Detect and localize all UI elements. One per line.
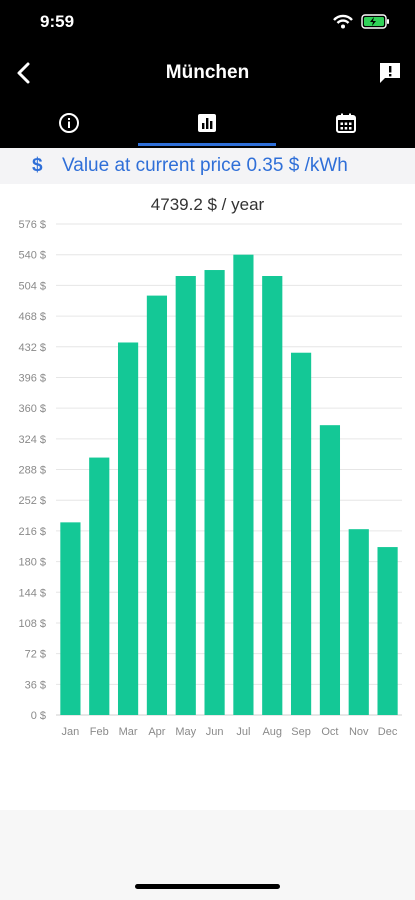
y-tick-label: 576 $ — [18, 219, 46, 231]
y-tick-label: 108 $ — [18, 618, 46, 630]
bar-mar — [117, 342, 139, 715]
y-tick-label: 72 $ — [25, 649, 46, 661]
y-tick-label: 144 $ — [18, 587, 46, 599]
status-time: 9:59 — [40, 12, 75, 31]
x-tick-label: May — [175, 726, 196, 738]
chart-title: 4739.2 $ / year — [150, 195, 265, 214]
y-tick-label: 0 $ — [31, 710, 46, 722]
dollar-icon: $ — [32, 155, 43, 176]
y-tick-label: 360 $ — [18, 403, 46, 415]
home-indicator — [135, 884, 280, 889]
bar-feb — [89, 457, 110, 715]
calendar-icon — [336, 113, 356, 133]
top-bar: 9:59 München — [0, 0, 415, 148]
x-tick-label: Jan — [62, 726, 80, 738]
chevron-left-icon — [17, 62, 30, 84]
x-tick-label: Apr — [148, 726, 165, 738]
status-icons — [331, 12, 391, 32]
bar-nov — [348, 529, 369, 715]
bar-oct — [319, 425, 341, 715]
x-tick-label: Dec — [378, 726, 398, 738]
x-tick-label: Nov — [349, 726, 369, 738]
y-tick-label: 216 $ — [18, 526, 46, 538]
y-tick-label: 504 $ — [18, 280, 46, 292]
bar-chart-icon — [198, 114, 216, 132]
y-tick-label: 324 $ — [18, 434, 46, 446]
wifi-icon — [333, 14, 353, 29]
page-title: München — [165, 62, 250, 83]
tab-chart[interactable] — [138, 104, 276, 148]
bar-jul — [233, 254, 254, 715]
selected-tab-indicator — [138, 143, 276, 146]
bar-jun — [204, 270, 225, 715]
y-tick-label: 432 $ — [18, 342, 46, 354]
y-tick-label: 468 $ — [18, 311, 46, 323]
bar-dec — [377, 547, 398, 715]
value-header: $ Value at current price 0.35 $ /kWh — [0, 148, 415, 184]
x-tick-label: Jun — [206, 726, 224, 738]
bar-may — [175, 275, 196, 715]
y-tick-label: 252 $ — [18, 495, 46, 507]
feedback-icon — [380, 63, 400, 83]
x-tick-label: Mar — [119, 726, 138, 738]
bar-sep — [290, 352, 312, 715]
x-tick-label: Sep — [291, 726, 311, 738]
info-icon — [59, 113, 79, 133]
y-tick-label: 540 $ — [18, 250, 46, 262]
x-tick-label: Jul — [236, 726, 250, 738]
tab-info[interactable] — [0, 104, 138, 148]
y-tick-label: 36 $ — [25, 679, 46, 691]
bar-apr — [146, 295, 168, 715]
price-label: Value at current price 0.35 $ /kWh — [62, 155, 348, 176]
y-tick-label: 288 $ — [18, 465, 46, 477]
x-tick-label: Oct — [321, 726, 338, 738]
tab-calendar[interactable] — [277, 104, 415, 148]
y-tick-label: 180 $ — [18, 557, 46, 569]
y-tick-label: 396 $ — [18, 372, 46, 384]
x-tick-label: Aug — [262, 726, 282, 738]
battery-charging-icon — [361, 14, 389, 29]
feedback-button[interactable] — [377, 60, 403, 86]
x-tick-label: Feb — [90, 726, 109, 738]
bar-jan — [60, 522, 81, 715]
back-button[interactable] — [12, 60, 38, 86]
bar-aug — [262, 275, 283, 715]
monthly-value-chart: 0 $ 36 $ 72 $ 108 $ 144 $ 180 $ 216 $ 252 $ 288 … — [18, 219, 402, 738]
